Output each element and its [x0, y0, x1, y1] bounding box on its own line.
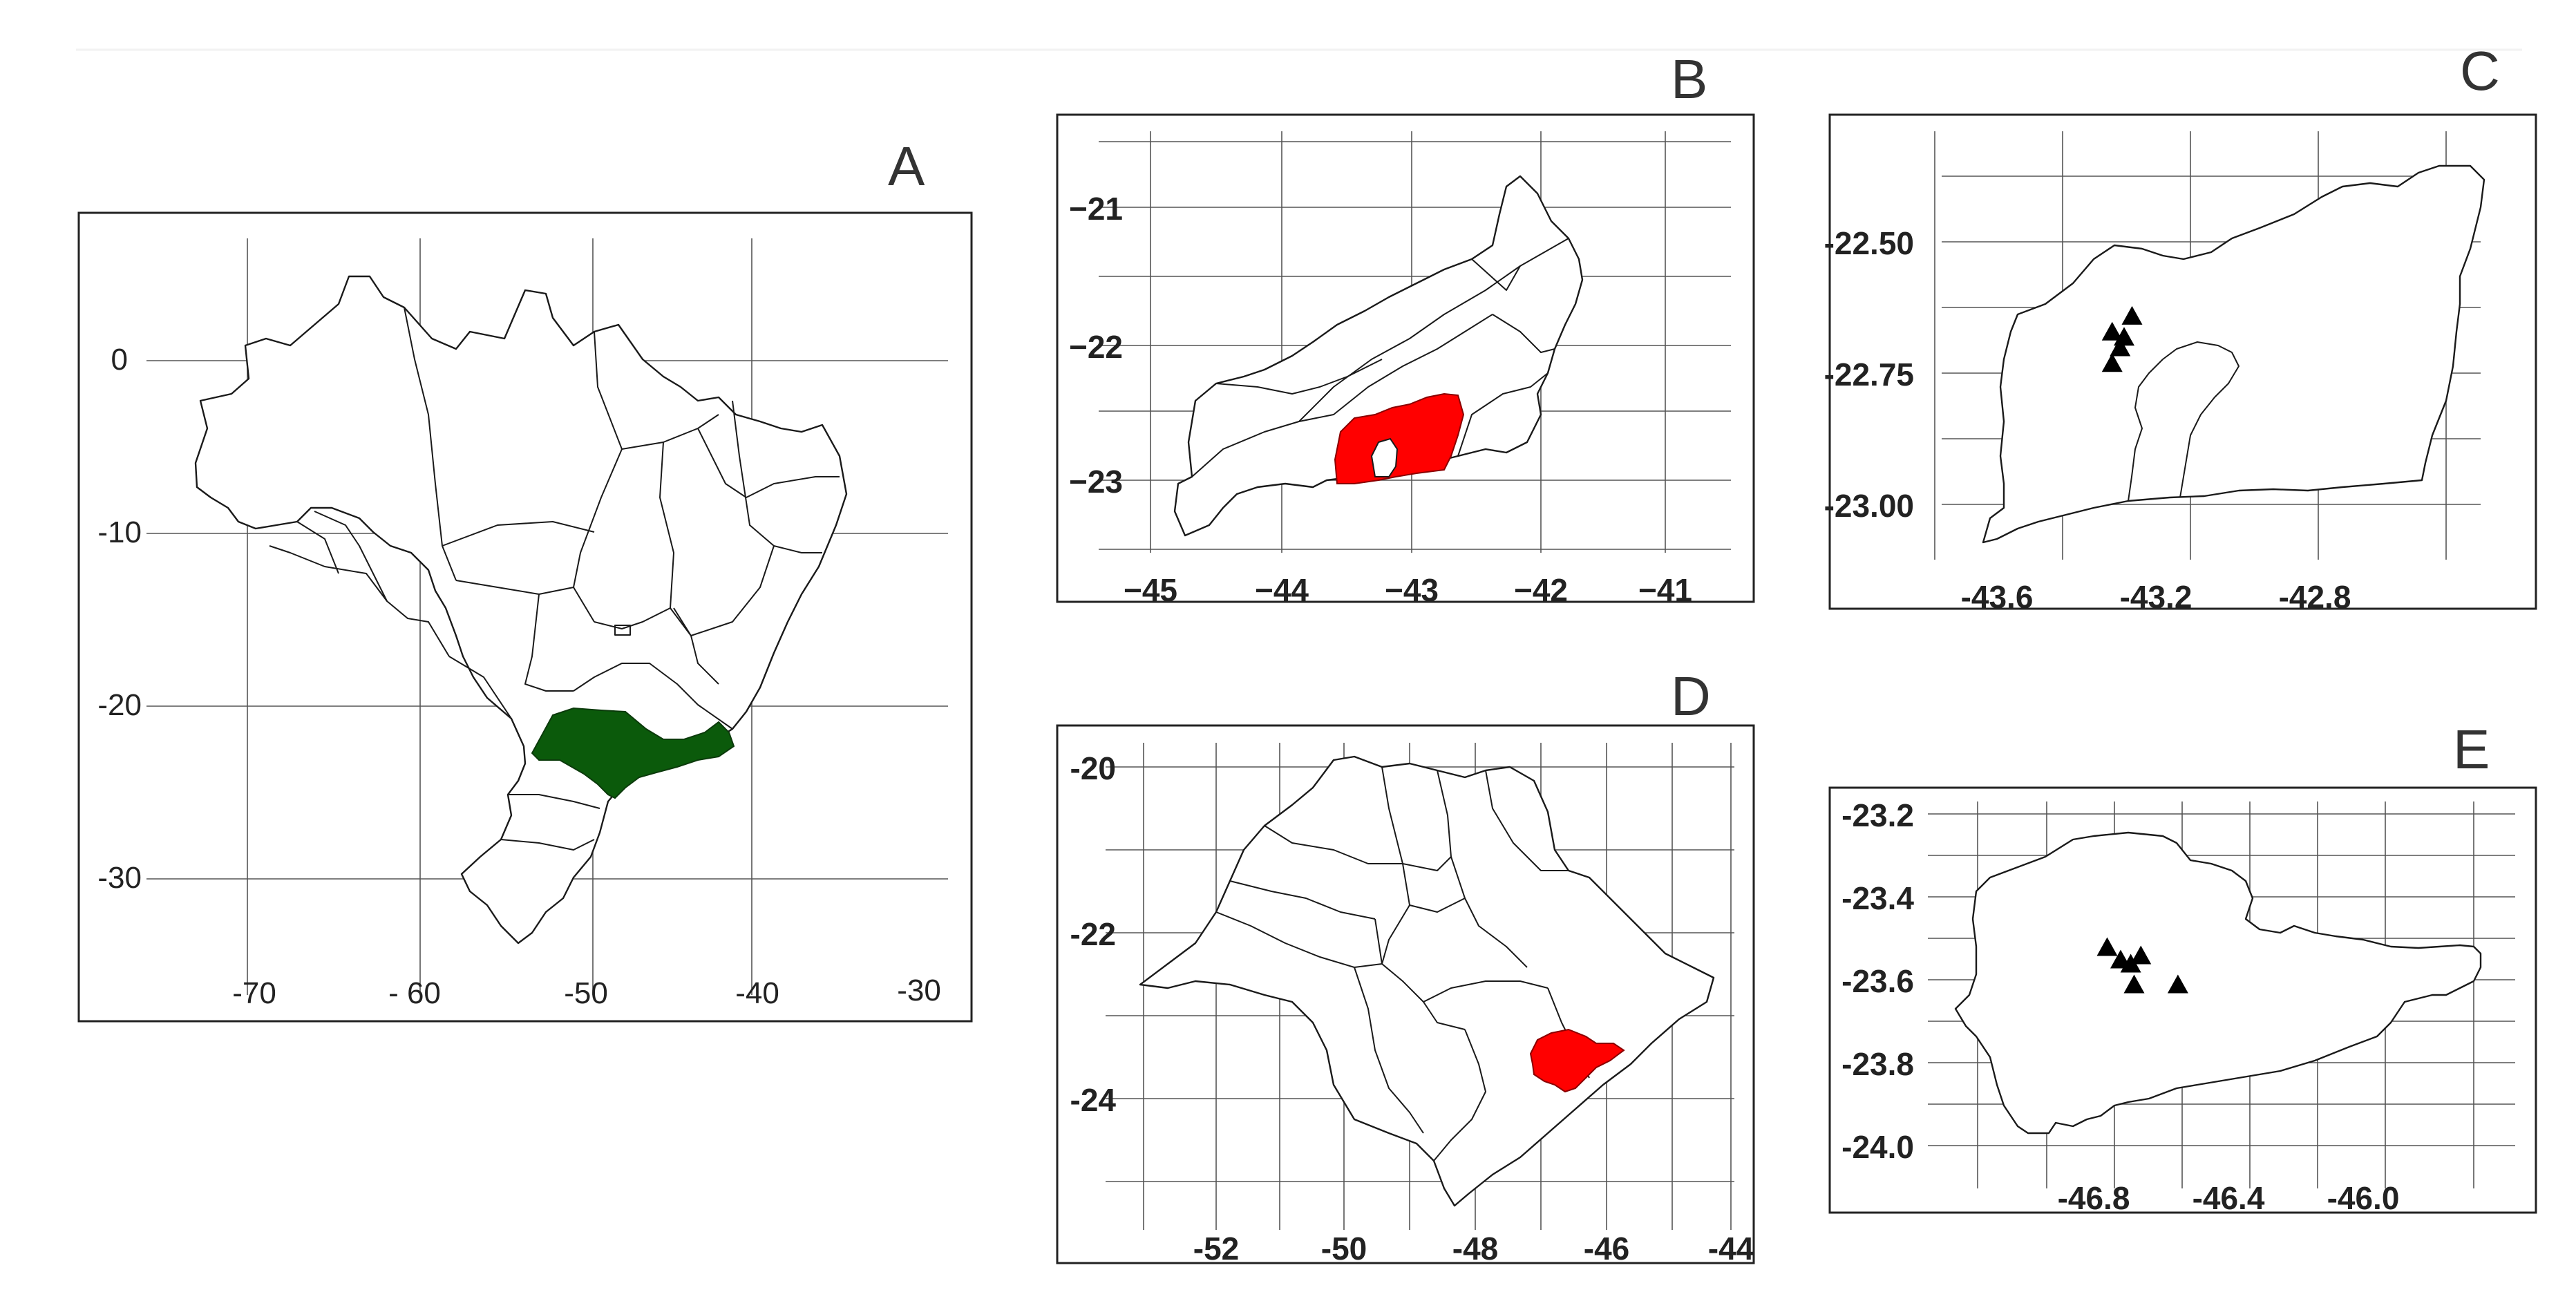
panel-e-xtick: -46.0: [2327, 1180, 2400, 1216]
sampling-site-marker: [2101, 321, 2123, 341]
panel-c-letter: C: [2460, 40, 2500, 102]
panel-e-ytick: -23.2: [1841, 797, 1914, 833]
panel-c-y-ticks: -22.50 -22.75 -23.00: [1824, 225, 1914, 524]
panel-a-ytick: -20: [97, 688, 142, 722]
panel-a-xtick: -70: [232, 976, 276, 1010]
panel-a-letter: A: [888, 135, 925, 197]
panel-b-xtick: −45: [1124, 572, 1177, 608]
panel-a-ytick: -30: [97, 861, 142, 895]
rio-city-outline: [1982, 164, 2485, 544]
panel-d-ytick: -20: [1070, 750, 1116, 786]
panel-d-x-ticks: -52 -50 -48 -46 -44: [1193, 1231, 1754, 1267]
panel-d-xtick: -52: [1193, 1231, 1239, 1267]
brazil-state-borders: [269, 307, 840, 851]
panel-c-xtick: -43.2: [2120, 579, 2193, 615]
rio-municipal-borders: [1191, 238, 1569, 477]
panel-d-letter: D: [1671, 665, 1711, 727]
panel-c-ytick: -23.00: [1824, 488, 1914, 524]
panel-e-y-ticks: -23.2 -23.4 -23.6 -23.8 -24.0: [1841, 797, 1914, 1165]
panel-b-letter: B: [1671, 48, 1707, 110]
panel-b-ytick: −21: [1069, 191, 1123, 227]
guanabara-bay-coast: [2128, 341, 2239, 502]
study-city-region: [1334, 392, 1465, 484]
sampling-site-marker: [2110, 337, 2131, 357]
panel-d-xtick: -44: [1708, 1231, 1754, 1267]
panel-b-xtick: −42: [1514, 572, 1568, 608]
panel-e-xtick: -46.4: [2193, 1180, 2265, 1216]
panel-a-xtick: -30: [897, 974, 941, 1007]
panel-d-xtick: -46: [1584, 1231, 1629, 1267]
sampling-site-marker: [2096, 937, 2118, 956]
sampling-site-marker: [2123, 974, 2145, 994]
panel-d-xtick: -48: [1452, 1231, 1498, 1267]
sampling-site-marker: [2121, 305, 2143, 325]
panel-b-xtick: −43: [1385, 572, 1439, 608]
panel-c-x-ticks: -43.6 -43.2 -42.8: [1961, 579, 2351, 615]
panel-d-xtick: -50: [1321, 1231, 1367, 1267]
sampling-sites-e: [2096, 937, 2188, 994]
panel-d-ytick: -24: [1070, 1082, 1117, 1118]
panel-c-xtick: -43.6: [1961, 579, 2034, 615]
panel-c-ytick: -22.75: [1824, 357, 1914, 392]
sao-paulo-city-outline: [1954, 831, 2482, 1135]
panel-e-ytick: -24.0: [1841, 1129, 1914, 1165]
panel-b-xtick: −41: [1638, 572, 1692, 608]
panel-a-xtick: -40: [735, 976, 779, 1010]
panel-b-xtick: −44: [1255, 572, 1309, 608]
panel-b-y-ticks: −21 −22 −23: [1069, 191, 1123, 500]
panel-e-xtick: -46.8: [2058, 1180, 2130, 1216]
panel-a-xtick: -50: [564, 976, 608, 1010]
panel-a: A: [77, 135, 973, 1023]
panel-d-y-ticks: -20 -22 -24: [1070, 750, 1117, 1118]
panel-a-xtick: - 60: [388, 976, 441, 1010]
study-state-region: [531, 707, 735, 799]
panel-e-ytick: -23.6: [1841, 963, 1914, 999]
sampling-site-marker: [2120, 954, 2141, 973]
panel-d-ytick: -22: [1070, 916, 1116, 952]
sao-paulo-state-outline: [1139, 755, 1715, 1207]
guanabara-bay: [1370, 437, 1399, 477]
study-city-region: [1529, 1028, 1625, 1093]
panel-e-x-ticks: -46.8 -46.4 -46.0: [2058, 1180, 2400, 1216]
panel-c-ytick: -22.50: [1824, 225, 1914, 261]
panel-b: B −45 −44 −: [1056, 48, 1755, 608]
sampling-sites-c: [2101, 305, 2143, 372]
panel-a-ytick: 0: [111, 343, 128, 377]
panel-b-x-ticks: −45 −44 −43 −42 −41: [1124, 572, 1692, 608]
panel-e-ytick: -23.8: [1841, 1046, 1914, 1082]
sampling-site-marker: [2130, 945, 2152, 965]
panel-a-x-ticks: -70 - 60 -50 -40 -30: [232, 974, 941, 1010]
panel-c-xtick: -42.8: [2279, 579, 2351, 615]
panel-e-ytick: -23.4: [1841, 880, 1914, 916]
panel-b-ytick: −23: [1069, 464, 1123, 500]
sampling-site-marker: [2167, 974, 2188, 994]
panel-e-letter: E: [2453, 719, 2490, 780]
panel-d: D: [1056, 665, 1755, 1267]
panel-a-ytick: -10: [97, 515, 142, 549]
panel-a-y-ticks: 0 -10 -20 -30: [97, 343, 142, 895]
panel-b-ytick: −22: [1069, 329, 1123, 365]
panel-e: E: [1828, 719, 2537, 1216]
sampling-site-marker: [2101, 353, 2123, 372]
panel-c: C -43.6 -43.2 -42.8: [1824, 40, 2537, 615]
